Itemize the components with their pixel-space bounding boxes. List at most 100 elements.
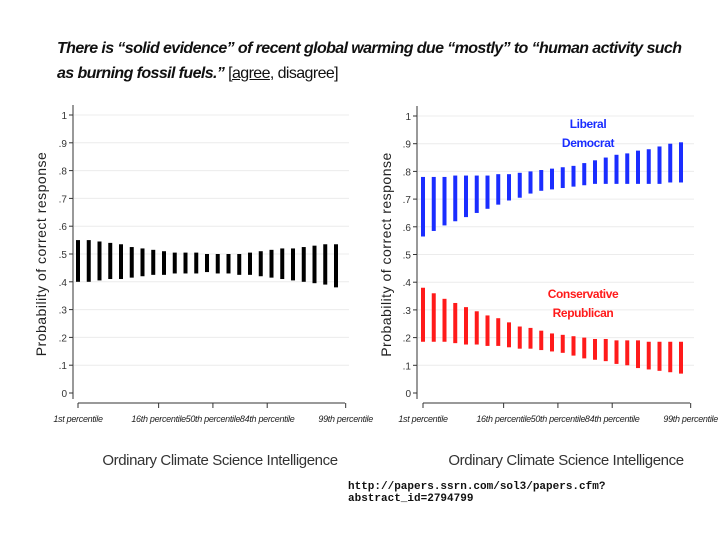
range-bar [431, 176, 436, 231]
y-tick-label: 1 [61, 111, 67, 122]
series-label: Republican [553, 306, 614, 320]
range-bar [657, 341, 662, 371]
range-bar [539, 170, 544, 191]
range-bar [668, 341, 673, 373]
x-tick-label: 99th percentile [318, 414, 373, 424]
y-tick-label: .3 [403, 306, 412, 317]
range-bar [560, 334, 565, 353]
range-bar [464, 175, 468, 218]
range-bar [560, 167, 565, 189]
y-tick-label: .4 [59, 278, 68, 289]
range-bar [453, 175, 458, 222]
y-tick-label: 0 [61, 389, 67, 400]
y-tick-label: .7 [403, 195, 412, 206]
survey-statement: There is “solid evidence” of recent glob… [57, 40, 682, 82]
series-label: Liberal [570, 117, 607, 131]
range-bar [679, 341, 683, 374]
y-tick-label: .9 [403, 140, 412, 151]
range-bar [215, 254, 220, 274]
range-bar [226, 254, 231, 274]
bracket-open: [ [224, 65, 232, 82]
y-tick-label: .8 [59, 167, 68, 178]
range-bar [421, 176, 425, 237]
other-answer: , disagree] [269, 65, 339, 82]
range-bar [76, 240, 80, 282]
range-bar [517, 172, 522, 198]
range-bar [86, 240, 91, 282]
range-bar [614, 340, 619, 364]
range-bar [603, 338, 608, 362]
range-bar [151, 249, 156, 275]
range-bar [119, 244, 123, 280]
range-bar [485, 315, 490, 346]
y-tick-label: .7 [59, 194, 68, 205]
range-bar [108, 242, 113, 280]
source-url: http://papers.ssrn.com/sol3/papers.cfm?a… [348, 481, 606, 505]
range-bar [646, 149, 651, 184]
y-axis-label: Probability of correct response [33, 152, 49, 357]
range-bar [464, 307, 468, 345]
range-bar [496, 318, 501, 346]
range-bar [582, 163, 587, 186]
range-bar [172, 252, 177, 274]
x-axis-label: Ordinary Climate Science Intelligence [102, 452, 337, 469]
y-tick-label: .1 [403, 361, 412, 372]
y-tick-label: .2 [59, 333, 68, 344]
x-tick-label: 50th percentile [531, 414, 586, 424]
x-tick-label: 50th percentile [186, 414, 241, 424]
y-tick-label: .8 [403, 167, 412, 178]
range-bar [528, 327, 533, 349]
range-bar [539, 330, 544, 351]
y-tick-label: 1 [405, 112, 411, 123]
x-axis-label: Ordinary Climate Science Intelligence [448, 452, 683, 469]
y-axis-label: Probability of correct response [378, 152, 394, 357]
x-tick-label: 1st percentile [53, 414, 103, 424]
y-tick-label: .6 [403, 223, 412, 234]
range-bar [442, 176, 447, 226]
range-bar [194, 252, 199, 274]
range-bar [431, 293, 436, 342]
y-tick-label: .1 [59, 361, 68, 372]
range-bar [301, 247, 306, 282]
chart-by-party: 0 .1 .2 .3 .4 .5 .6 .7 .8 .9 1 1st percentile 16th p… [378, 106, 719, 469]
chart-overall: 0 .1 .2 .3 .4 .5 .6 .7 .8 .9 1 1st percentile 16th p… [33, 105, 374, 469]
series-label: Conservative [548, 287, 619, 301]
range-bar [582, 337, 587, 359]
range-bar [496, 174, 501, 205]
y-tick-label: .4 [403, 278, 412, 289]
range-bar [550, 333, 554, 352]
range-bar [237, 254, 242, 275]
range-bar [507, 174, 511, 201]
range-bar [636, 340, 640, 369]
range-bar [603, 157, 608, 184]
range-bar [334, 244, 338, 288]
range-bar [679, 142, 683, 183]
range-bar [507, 322, 511, 348]
series-all [76, 240, 338, 288]
range-bar [183, 252, 188, 274]
range-bar [657, 146, 662, 184]
correct-answer: agree [231, 65, 271, 82]
range-bar [312, 245, 317, 284]
range-bar [97, 241, 102, 281]
range-bar [571, 336, 576, 356]
range-bar [593, 338, 597, 360]
range-bar [258, 251, 263, 277]
range-bar [593, 160, 597, 184]
range-bar [625, 153, 630, 184]
range-bar [442, 298, 447, 342]
range-bar [129, 247, 134, 278]
x-tick-label: 1st percentile [398, 414, 448, 424]
y-tick-label: .2 [403, 334, 412, 345]
series-liberal-democrat: Liberal Democrat [421, 117, 683, 237]
range-bar [528, 171, 533, 194]
range-bar [291, 248, 295, 281]
x-tick-label: 99th percentile [663, 414, 718, 424]
range-bar [474, 175, 479, 213]
x-tick-label: 84th percentile [240, 414, 295, 424]
range-bar [421, 287, 425, 342]
range-bar [668, 143, 673, 183]
range-bar [269, 249, 274, 278]
range-bar [646, 341, 651, 370]
series-label: Democrat [562, 136, 615, 150]
